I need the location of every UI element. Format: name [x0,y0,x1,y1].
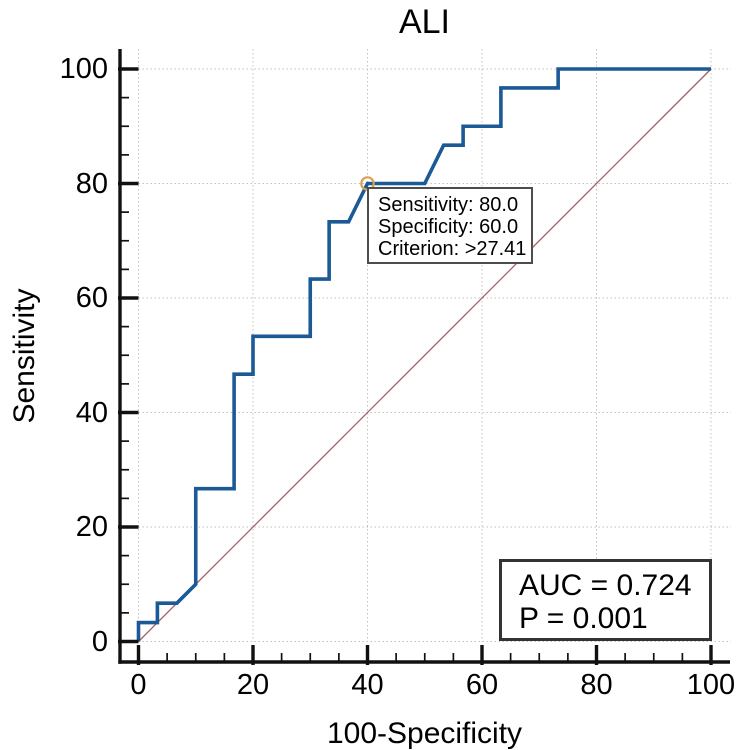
tooltip-sensitivity: Sensitivity: 80.0 [378,194,519,216]
y-tick-label: 20 [75,511,108,543]
reference-diagonal-line [138,68,712,642]
x-tick-label: 20 [236,669,270,701]
chart-title: ALI [398,3,451,41]
y-tick-label: 100 [59,53,108,85]
y-tick-label: 40 [75,396,108,429]
x-tick-label: 0 [130,669,147,701]
y-tick-label: 80 [75,167,108,200]
point-tooltip: Sensitivity: 80.0 Specificity: 60.0 Crit… [367,187,533,264]
x-tick-label: 40 [351,669,384,701]
y-tick-label: 0 [91,625,108,658]
x-tick-label: 100 [686,669,736,701]
x-tick-label: 60 [465,669,499,701]
auc-stats-box: AUC = 0.724 P = 0.001 [499,559,712,641]
p-value: P = 0.001 [519,602,648,635]
tooltip-specificity: Specificity: 60.0 [378,216,519,238]
y-tick-label: 60 [75,282,108,314]
x-axis-title: 100-Specificity [326,717,523,750]
auc-value: AUC = 0.724 [519,569,692,602]
x-tick-label: 80 [580,669,613,701]
roc-curve-line [136,67,711,642]
tooltip-criterion: Criterion: >27.41 [378,238,527,260]
